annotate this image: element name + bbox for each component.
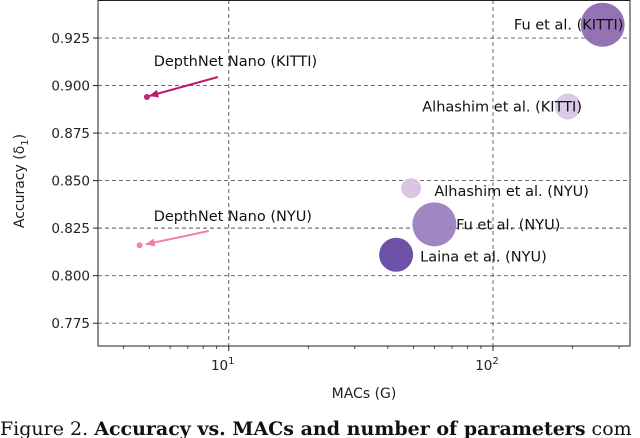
y-tick-label: 0.900 — [51, 79, 90, 95]
axes — [93, 0, 631, 351]
y-tick-label: 0.775 — [51, 316, 90, 332]
arrow-shaft — [145, 230, 209, 246]
arrows — [145, 76, 219, 247]
y-tick-label: 0.850 — [51, 174, 90, 190]
arrow-head — [145, 238, 156, 247]
y-tick-label: 0.800 — [51, 269, 90, 285]
data-point — [554, 93, 581, 120]
point-annotation: Fu et al. (KITTI) — [514, 18, 624, 34]
data-point — [401, 178, 422, 199]
point-annotation: Laina et al. (NYU) — [420, 250, 547, 266]
caption-prefix: Figure 2. — [0, 418, 95, 438]
figure-caption: Figure 2. Accuracy vs. MACs and number o… — [0, 418, 640, 438]
arrow-shaft — [148, 76, 219, 97]
annotations: Fu et al. (KITTI) Alhashim et al. (KITTI)… — [154, 18, 624, 266]
data-point — [580, 2, 625, 47]
point-annotation: DepthNet Nano (KITTI) — [154, 54, 317, 70]
data-points — [136, 2, 625, 272]
x-tick-label: 102 — [475, 356, 499, 374]
data-point — [379, 237, 414, 272]
point-annotation: DepthNet Nano (NYU) — [154, 209, 312, 225]
x-axis-label: MACs (G) — [332, 386, 397, 402]
caption-suffix: com — [585, 418, 632, 438]
x-tick-label: 101 — [211, 356, 235, 374]
plot-frame — [97, 0, 631, 347]
data-point — [143, 93, 150, 100]
point-annotation: Alhashim et al. (KITTI) — [422, 99, 582, 115]
y-tick-label: 0.825 — [51, 221, 90, 237]
data-point — [412, 202, 457, 247]
y-tick-label: 0.925 — [51, 31, 90, 47]
arrow-head — [149, 89, 159, 98]
point-annotation: Alhashim et al. (NYU) — [434, 184, 589, 200]
point-annotation: Fu et al. (NYU) — [456, 217, 560, 233]
caption-bold: Accuracy vs. MACs and number of paramete… — [94, 418, 586, 438]
grid — [98, 0, 630, 346]
tick-labels: 0.775 0.800 0.825 0.850 0.875 0.900 0.925 101 10… — [51, 31, 498, 374]
y-tick-label: 0.875 — [51, 126, 90, 142]
data-point — [136, 242, 143, 249]
y-axis-label: Accuracy (δ1) — [12, 134, 31, 228]
